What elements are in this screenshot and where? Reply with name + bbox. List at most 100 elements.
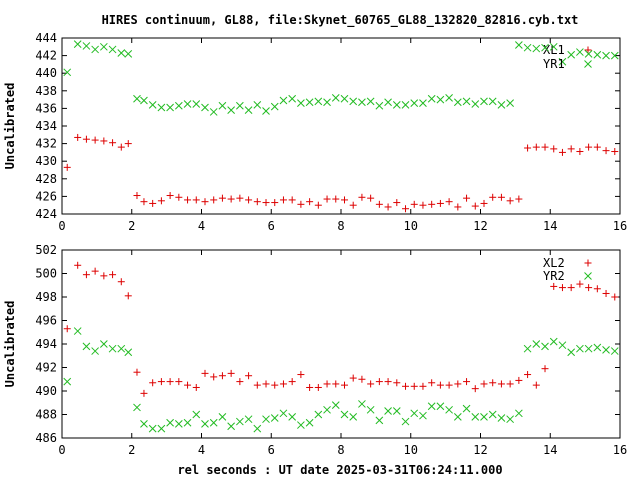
data-point [480,412,488,421]
data-point [488,97,497,106]
legend-label: YR2 [543,269,565,283]
data-point [340,94,349,103]
data-point [576,48,584,56]
plot-frame [61,37,621,215]
data-point [124,140,132,148]
data-point [218,412,227,421]
data-point [236,417,244,426]
data-point [192,383,200,391]
data-point [183,100,192,108]
data-point [463,194,471,202]
data-point [375,416,384,425]
data-point [99,340,108,348]
data-point [331,401,340,409]
data-point [91,347,99,355]
data-point [515,376,523,384]
data-point [419,201,427,209]
x-tick-label: 12 [473,443,487,457]
top-panel: 424 426 428 430 432 434 436 438 440 442 444 0 2 4 6 8 10… [3,31,627,233]
data-point [611,293,619,301]
data-point [445,405,453,414]
data-point [480,97,488,106]
data-point [610,51,619,60]
data-point [73,327,82,335]
y-tick-label: 498 [35,290,57,304]
x-tick-label: 16 [613,219,627,233]
data-point [463,378,471,386]
legend-marker [584,60,592,68]
y-tick-label: 444 [35,31,57,45]
data-point [271,381,279,389]
data-point [323,195,331,203]
data-point [63,163,71,171]
data-point [279,196,287,204]
data-point [454,380,462,388]
data-point [558,57,567,66]
legend-marker [584,272,592,280]
data-point [245,196,253,204]
data-point [497,193,505,201]
data-point [314,201,322,209]
data-point [227,106,235,115]
data-point [63,68,72,77]
legend-label: XL1 [543,43,565,57]
data-point [471,100,480,108]
data-point [117,344,126,353]
data-point [148,101,157,109]
data-point [201,198,209,206]
data-point [349,412,358,421]
data-point [124,49,133,58]
data-point [558,284,566,292]
data-point [332,195,340,203]
data-point [593,143,601,151]
data-point [174,101,183,110]
data-point [149,379,157,387]
data-point [133,403,141,412]
data-point [427,402,436,411]
x-tick-label: 8 [337,443,344,457]
data-point [515,41,523,49]
data-point [567,50,576,59]
data-point [602,147,610,155]
data-point [117,278,125,286]
data-point [140,420,148,428]
data-point [445,93,453,102]
data-point [124,348,133,357]
x-tick-label: 12 [473,219,487,233]
data-point [384,378,392,386]
x-axis-label: rel seconds : UT date 2025-03-31T06:24:1… [177,463,502,477]
y-tick-label: 486 [35,431,57,445]
x-tick-label: 4 [198,219,205,233]
data-point [210,373,218,381]
data-point [201,369,209,377]
data-point [515,195,523,203]
data-point [99,42,108,51]
data-point [82,42,91,50]
y-tick-label: 490 [35,384,57,398]
data-point [100,137,108,145]
x-tick-label: 2 [128,443,135,457]
data-point [227,195,235,203]
data-point [558,148,566,156]
data-point [593,285,601,293]
data-point [436,381,444,389]
data-point [585,143,593,151]
legend-marker [584,46,592,54]
data-point [584,344,593,353]
data-point [174,420,183,428]
data-point [236,378,244,386]
data-point [209,418,218,427]
data-point [497,414,506,422]
data-point [288,412,297,421]
data-point [314,383,322,391]
data-point [375,101,384,110]
y-tick-label: 502 [35,243,57,257]
data-point [367,194,375,202]
data-point [201,103,209,112]
x-tick-label: 8 [337,219,344,233]
data-point [567,284,575,292]
data-point [549,337,558,346]
data-point [133,368,141,376]
data-point [541,143,549,151]
